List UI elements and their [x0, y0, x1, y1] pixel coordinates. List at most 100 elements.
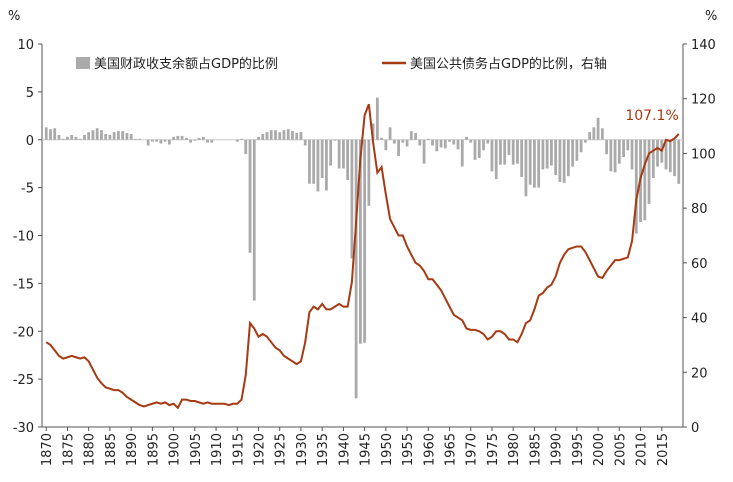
- bar: [201, 136, 205, 140]
- x-tick-label: 1990: [550, 433, 565, 466]
- bar: [443, 139, 447, 149]
- bar: [392, 139, 396, 144]
- y2-tick-label: 0: [691, 421, 699, 436]
- bar: [274, 130, 277, 140]
- y-tick-label: 10: [17, 38, 34, 53]
- x-tick-label: 1880: [83, 433, 98, 466]
- bar: [562, 139, 566, 183]
- y-tick-label: -15: [13, 277, 34, 292]
- bar: [358, 139, 362, 344]
- bar: [664, 139, 668, 170]
- bar: [605, 139, 608, 155]
- x-tick-label: 1960: [422, 433, 437, 466]
- bar: [482, 139, 485, 151]
- bar: [409, 131, 413, 140]
- y-tick-label: 0: [26, 134, 34, 149]
- line: [45, 103, 680, 410]
- bar: [316, 139, 320, 192]
- bar: [583, 139, 587, 143]
- bar: [490, 139, 494, 172]
- bar: [388, 127, 392, 140]
- bar: [184, 137, 188, 140]
- bar: [312, 139, 316, 184]
- bar: [78, 138, 82, 140]
- bar: [100, 130, 103, 140]
- bar: [210, 139, 214, 143]
- bar: [435, 139, 439, 152]
- x-tick-label: 1925: [274, 433, 289, 466]
- bar: [397, 139, 400, 157]
- bar: [524, 139, 528, 197]
- y2-tick-label: 140: [691, 38, 716, 53]
- bar: [252, 139, 256, 301]
- legend-label: 美国公共债务占GDP的比例，右轴: [410, 56, 607, 72]
- x-tick-label: 1920: [252, 433, 267, 466]
- bar: [528, 139, 532, 185]
- bar: [346, 139, 350, 180]
- bar: [503, 139, 507, 165]
- bar: [634, 139, 638, 234]
- bar: [456, 139, 460, 150]
- bar: [329, 139, 333, 166]
- bar: [320, 139, 324, 179]
- bar: [61, 138, 65, 140]
- x-tick-label: 1900: [168, 433, 183, 466]
- bar: [516, 139, 519, 164]
- bar: [647, 139, 651, 204]
- bar: [380, 137, 384, 140]
- x-tick-label: 1890: [125, 433, 140, 466]
- bar: [609, 139, 613, 172]
- x-tick-label: 1970: [465, 433, 480, 466]
- bar: [261, 134, 265, 140]
- bar: [541, 139, 545, 170]
- bar: [240, 138, 243, 140]
- bar: [303, 139, 307, 146]
- bar: [49, 129, 52, 140]
- bar: [95, 128, 99, 140]
- bar: [138, 138, 142, 140]
- bar: [87, 132, 91, 140]
- bar: [108, 134, 112, 140]
- bar: [189, 139, 192, 143]
- bar: [511, 139, 515, 165]
- bar: [545, 139, 549, 169]
- x-tick-label: 1895: [146, 433, 161, 466]
- bar: [371, 123, 375, 140]
- bar: [197, 137, 201, 140]
- bar: [278, 132, 282, 140]
- x-tick-label: 1945: [359, 433, 374, 466]
- bar: [180, 135, 184, 140]
- x-tick-label: 1935: [316, 433, 331, 466]
- x-tick-label: 1905: [189, 433, 204, 466]
- bar: [269, 130, 273, 140]
- bar: [550, 139, 553, 166]
- legend-label: 美国财政收支余额占GDP的比例: [94, 56, 278, 72]
- bar: [57, 134, 61, 140]
- bar: [571, 139, 575, 167]
- bar: [477, 139, 481, 158]
- y-tick-label: -25: [13, 373, 34, 388]
- bar: [592, 127, 596, 140]
- bar: [558, 139, 562, 182]
- x-tick-label: 1965: [444, 433, 459, 466]
- bar: [117, 131, 120, 140]
- bar: [291, 131, 294, 140]
- y-tick-label: -20: [13, 325, 34, 340]
- y2-tick-label: 40: [691, 312, 708, 327]
- bar: [465, 136, 468, 140]
- y2-tick-label: 20: [691, 366, 708, 381]
- bar: [405, 139, 409, 147]
- bar: [150, 139, 154, 142]
- x-tick-label: 1995: [571, 433, 586, 466]
- bar: [533, 139, 536, 188]
- bar: [265, 132, 269, 140]
- bar: [121, 131, 125, 140]
- bar: [146, 139, 150, 146]
- bar: [554, 139, 558, 176]
- bar: [176, 135, 180, 140]
- bar: [91, 130, 95, 140]
- bar: [418, 139, 422, 146]
- bar: [520, 139, 524, 178]
- bar: [341, 139, 345, 169]
